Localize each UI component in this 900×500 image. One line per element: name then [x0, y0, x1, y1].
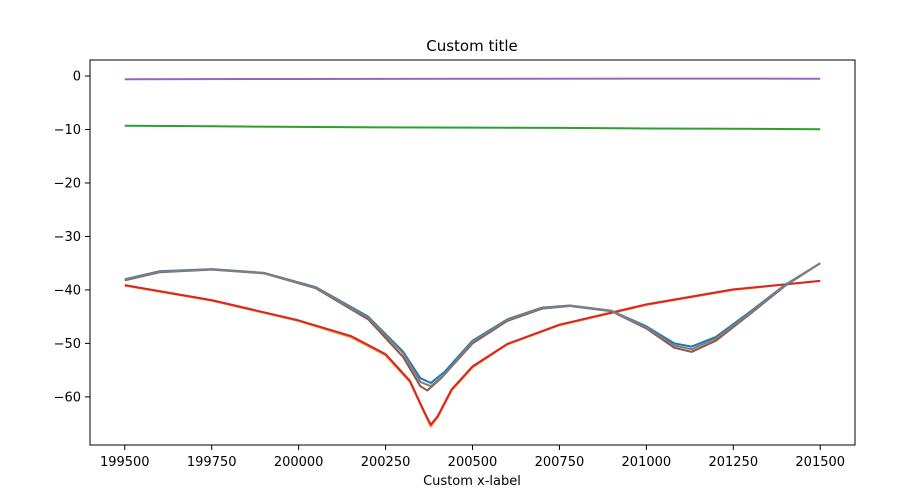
y-tick-label: −10	[54, 123, 81, 138]
x-axis-label: Custom x-label	[423, 474, 521, 489]
x-tick-label: 200500	[448, 455, 498, 470]
x-tick-label: 201250	[708, 455, 758, 470]
y-tick-label: 0	[73, 70, 81, 85]
series-line-4	[124, 279, 821, 426]
y-tick-label: −50	[54, 337, 81, 352]
plot-area-frame	[89, 59, 856, 446]
ticks-group: 199500 199750 200000 200250 200500 200750 2010…	[54, 70, 845, 470]
series-line-7	[124, 262, 821, 388]
x-tick-label: 199750	[187, 455, 237, 470]
y-tick-label: −30	[54, 230, 81, 245]
chart-title: Custom title	[426, 37, 518, 55]
x-tick-label: 200250	[361, 455, 411, 470]
series-line-1	[124, 77, 821, 81]
x-tick-label: 199500	[100, 455, 150, 470]
y-tick-label: −60	[54, 390, 81, 405]
x-tick-label: 200750	[535, 455, 585, 470]
x-tick-label: 201000	[622, 455, 672, 470]
series-line-2	[124, 124, 821, 131]
series-group	[124, 77, 821, 428]
x-tick-label: 200000	[274, 455, 324, 470]
y-tick-label: −40	[54, 283, 81, 298]
y-tick-label: −20	[54, 176, 81, 191]
x-tick-label: 201500	[795, 455, 845, 470]
